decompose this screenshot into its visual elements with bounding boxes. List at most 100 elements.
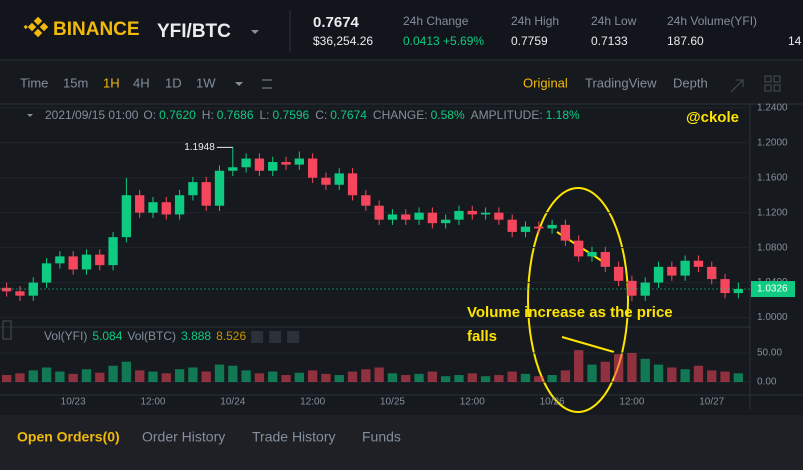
volume-bar [135,370,145,382]
volume-bar [161,373,171,382]
volume-bar [188,367,198,382]
usd-price: $36,254.26 [313,34,373,48]
legend-icon[interactable] [269,331,282,343]
interval[interactable]: 1W [196,75,216,90]
volume-bar [733,373,744,382]
candle-body [574,240,584,257]
candle-body [268,162,278,171]
bottom-tab[interactable]: Open Orders(0) [17,429,120,445]
interval[interactable]: 15m [63,75,88,90]
volume-bar [281,375,291,382]
volume-bar [307,370,318,382]
volume-bar [68,373,78,382]
y-tick-label: 1.1200 [757,207,788,218]
collapse-icon[interactable] [27,114,33,117]
volume-bar [494,375,504,382]
candle-body [347,173,358,196]
candle-body [667,266,677,276]
candle-body [15,291,25,296]
info-key: O: [143,108,156,122]
volume-bar [693,365,704,382]
candle-body [135,195,145,213]
volume-bar [148,371,158,382]
stat-label: 24h Low [591,14,637,28]
view-tab[interactable]: Original [523,75,568,90]
volume-bar [520,373,531,382]
candle-body [121,195,132,238]
info-value: 1.18% [546,108,580,122]
last-price-label: 1.0326 [757,284,788,295]
pane-toggle[interactable] [2,320,12,340]
volume-bar [121,361,132,382]
interval[interactable]: 1H [103,75,120,90]
tabs-bar [0,415,803,470]
candle-body [693,260,704,267]
volume-bar [574,350,584,382]
x-tick-label: 10/26 [540,397,565,408]
pair[interactable]: YFI/BTC [157,21,231,42]
layout-icon[interactable] [764,75,781,92]
volume-legend: 8.526 [216,329,246,343]
stat-value: 0.7133 [591,34,628,48]
y-tick-label: 1.2400 [757,103,788,114]
x-tick-label: 12:00 [460,397,485,408]
view-tab[interactable]: Depth [673,75,708,90]
bottom-tab[interactable]: Trade History [252,429,336,445]
pair-dropdown[interactable] [251,30,259,34]
logo [23,16,49,38]
volume-bar [507,371,517,382]
candle-body [454,210,464,220]
volume-bar [55,371,65,382]
volume-legend: 3.888 [181,329,211,343]
candle-body [520,226,531,232]
last-price: 0.7674 [313,14,360,31]
volume-bar [361,369,371,382]
volume-bar [81,369,92,382]
volume-bar [254,373,265,382]
candle-body [560,224,571,241]
candle-body [188,182,198,196]
fullscreen-icon[interactable] [730,79,744,93]
candle-body [68,256,78,270]
candle-body [534,226,544,229]
stat-value: 0.7759 [511,34,548,48]
volume-legend: Vol(YFI) [44,329,87,343]
volume-bar [401,375,411,382]
volume-bar [613,354,624,382]
legend-icon[interactable] [287,331,300,343]
interval[interactable]: 1D [165,75,182,90]
candle-body [41,263,52,283]
highlight-line [561,336,615,353]
last-price-tag [751,281,795,298]
candle-body [680,260,690,276]
candle-body [494,212,504,220]
candle-body [707,266,717,280]
view-tab[interactable]: TradingView [585,75,657,90]
candle-body [627,280,637,296]
volume-bar [268,371,278,382]
more-dropdown[interactable] [235,82,243,86]
candle-body [201,182,211,206]
volume-bar [640,358,650,382]
x-tick-label: 10/24 [220,397,245,408]
volume-bar [347,371,358,382]
volume-bar [414,373,424,382]
candle-body [174,195,185,215]
volume-bar [560,370,571,382]
volume-tick-label: 50.00 [757,348,782,359]
y-tick-label: 1.1600 [757,172,788,183]
bottom-tab[interactable]: Funds [362,429,401,445]
volume-bar [1,375,12,382]
bottom-tab[interactable]: Order History [142,429,225,445]
interval[interactable]: 4H [133,75,150,90]
settings-icon[interactable] [262,79,272,89]
candle-body [1,287,12,292]
volume-bar [387,373,398,382]
volume-bar [28,370,38,382]
candle-body [307,158,318,178]
volume-bar [334,375,344,382]
legend-icon[interactable] [251,331,264,343]
candle-body [467,210,477,215]
stat-label: 24h Change [403,14,469,28]
